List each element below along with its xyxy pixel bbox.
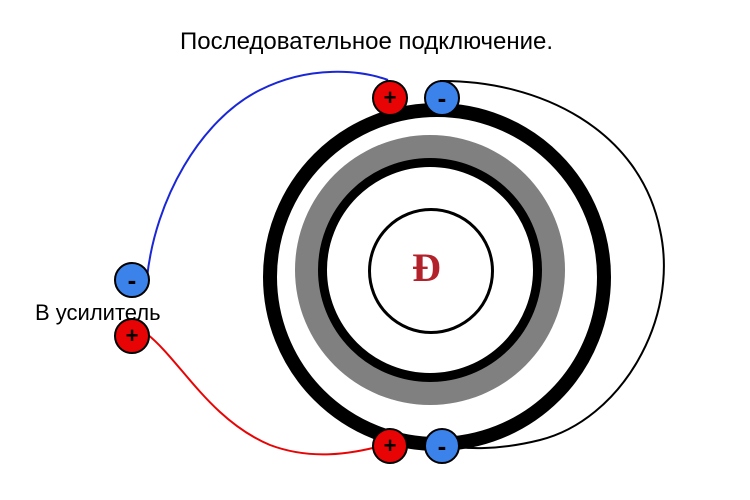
terminal-amp-plus: + (114, 318, 150, 354)
diagram-canvas: Последовательное подключение. В усилител… (0, 0, 750, 500)
terminal-bottom-minus: - (424, 428, 460, 464)
terminal-amp-minus: - (114, 262, 150, 298)
speaker-logo: Ð (412, 244, 441, 291)
terminal-top-minus: - (424, 80, 460, 116)
plus-icon: + (384, 87, 397, 109)
diagram-title: Последовательное подключение. (180, 28, 553, 56)
terminal-top-plus: + (372, 80, 408, 116)
plus-icon: + (384, 435, 397, 457)
minus-icon: - (128, 267, 137, 293)
plus-icon: + (126, 325, 139, 347)
terminal-bottom-plus: + (372, 428, 408, 464)
minus-icon: - (438, 85, 447, 111)
minus-icon: - (438, 433, 447, 459)
